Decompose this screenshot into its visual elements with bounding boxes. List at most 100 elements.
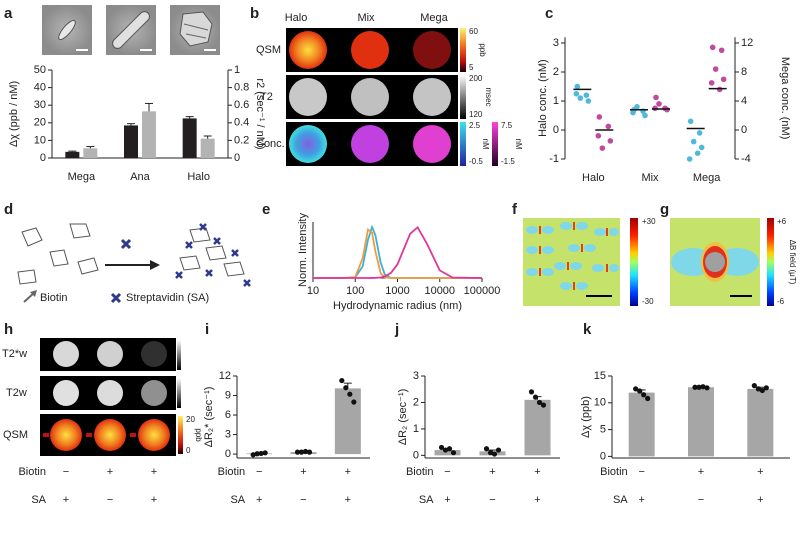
colorbar-label: 2.5 bbox=[469, 121, 481, 130]
condition-sign: + bbox=[151, 466, 157, 478]
condition-sign: − bbox=[300, 494, 306, 506]
condition-sign: + bbox=[698, 466, 704, 478]
y-tick-label: 0 bbox=[741, 124, 747, 136]
y-tick-label: -4 bbox=[741, 153, 751, 165]
phantom-images bbox=[40, 338, 183, 456]
data-point bbox=[442, 447, 449, 453]
row-label: QSM bbox=[256, 44, 281, 56]
condition-sign: − bbox=[63, 466, 69, 478]
y-axis-label: Halo conc. (nM) bbox=[537, 59, 549, 137]
data-point bbox=[532, 394, 539, 400]
data-point bbox=[704, 385, 710, 391]
colorbar-label: 0 bbox=[186, 446, 191, 455]
panel-label: a bbox=[4, 5, 13, 22]
bar bbox=[124, 125, 138, 158]
condition-sign: + bbox=[534, 494, 540, 506]
panel-label: b bbox=[250, 5, 259, 22]
colorbar-unit: ppb bbox=[478, 43, 487, 57]
panel-label: k bbox=[583, 321, 592, 338]
data-point bbox=[536, 399, 543, 406]
condition-label: SA bbox=[230, 494, 245, 506]
data-point bbox=[262, 450, 268, 456]
data-point bbox=[708, 80, 715, 86]
y-tick-label: 2 bbox=[553, 66, 559, 78]
data-point bbox=[633, 386, 639, 392]
data-point bbox=[637, 388, 643, 394]
y-tick-label: 3 bbox=[413, 370, 419, 382]
condition-sign: + bbox=[757, 466, 763, 478]
condition-label: Biotin bbox=[218, 466, 246, 478]
y-tick-label: 20 bbox=[34, 117, 46, 129]
condition-sign: + bbox=[63, 494, 69, 506]
data-point bbox=[763, 385, 769, 391]
data-point bbox=[438, 444, 445, 451]
y-tick-label: 1 bbox=[553, 95, 559, 107]
data-point bbox=[630, 109, 636, 116]
data-point bbox=[696, 130, 703, 136]
row-label: QSM bbox=[3, 429, 28, 441]
y-tick-label: 8 bbox=[741, 66, 747, 78]
colorbar-label: 5 bbox=[469, 63, 474, 72]
bar bbox=[200, 138, 215, 158]
bar bbox=[628, 392, 655, 457]
colorbar-unit: nM bbox=[514, 138, 523, 149]
bar bbox=[182, 118, 197, 158]
bar bbox=[434, 450, 461, 456]
condition-sign: − bbox=[489, 494, 495, 506]
x-tick-label: 10 bbox=[307, 285, 319, 297]
row-label: T2 bbox=[260, 91, 273, 103]
y-tick-label: 4 bbox=[741, 95, 747, 107]
data-point bbox=[585, 98, 592, 104]
x-tick-label: Mega bbox=[68, 171, 96, 183]
y-tick-label: 0 bbox=[40, 152, 46, 164]
data-point bbox=[686, 156, 693, 162]
data-point bbox=[696, 384, 702, 390]
y-tick-label: 10 bbox=[34, 134, 46, 146]
condition-sign: + bbox=[256, 494, 262, 506]
y-tick-label: 0 bbox=[553, 124, 559, 136]
panel-label: j bbox=[394, 321, 399, 338]
data-point bbox=[574, 83, 581, 90]
column-label: Halo bbox=[285, 12, 308, 24]
y-tick-label: 0 bbox=[413, 449, 419, 461]
bar bbox=[83, 148, 98, 158]
data-point bbox=[306, 449, 313, 455]
condition-label: SA bbox=[31, 494, 46, 506]
colorbar-label: -6 bbox=[777, 297, 785, 306]
panel-label: f bbox=[512, 201, 518, 218]
line-series bbox=[313, 228, 482, 279]
colorbar-label: +6 bbox=[777, 217, 787, 226]
data-point bbox=[700, 384, 706, 390]
condition-label: Biotin bbox=[406, 466, 434, 478]
y-tick-label: 12 bbox=[219, 370, 231, 382]
x-tick-label: 1000 bbox=[385, 285, 409, 297]
data-point bbox=[755, 386, 761, 392]
y-tick-label: 9 bbox=[225, 389, 231, 401]
condition-sign: − bbox=[638, 466, 644, 478]
colorbar-label: -30 bbox=[642, 297, 654, 306]
y-tick-label: 0.2 bbox=[234, 134, 249, 146]
x-tick-label: Mega bbox=[693, 172, 721, 184]
y-tick-label: 3 bbox=[553, 37, 559, 49]
colorbar-label: +30 bbox=[642, 217, 656, 226]
condition-label: SA bbox=[613, 494, 628, 506]
data-point bbox=[446, 446, 453, 452]
panel-label: e bbox=[262, 201, 270, 218]
bar bbox=[747, 388, 774, 457]
condition-sign: + bbox=[300, 466, 306, 478]
data-point bbox=[645, 395, 651, 402]
x-axis-label: Hydrodynamic radius (nm) bbox=[333, 300, 462, 312]
colorbar-unit: msec bbox=[484, 87, 493, 106]
condition-sign: − bbox=[698, 494, 704, 506]
colorbar-label: 200 bbox=[469, 74, 483, 83]
y-tick-label: 1 bbox=[413, 423, 419, 435]
field-map-single bbox=[670, 218, 774, 306]
data-point bbox=[690, 138, 697, 145]
row-label: Conc. bbox=[256, 138, 285, 150]
colorbar-label: 7.5 bbox=[501, 121, 513, 130]
x-tick-label: 10000 bbox=[424, 285, 455, 297]
y-tick-label: 2 bbox=[413, 396, 419, 408]
data-point bbox=[595, 133, 602, 139]
tem-images bbox=[42, 5, 220, 55]
condition-sign: + bbox=[757, 494, 763, 506]
